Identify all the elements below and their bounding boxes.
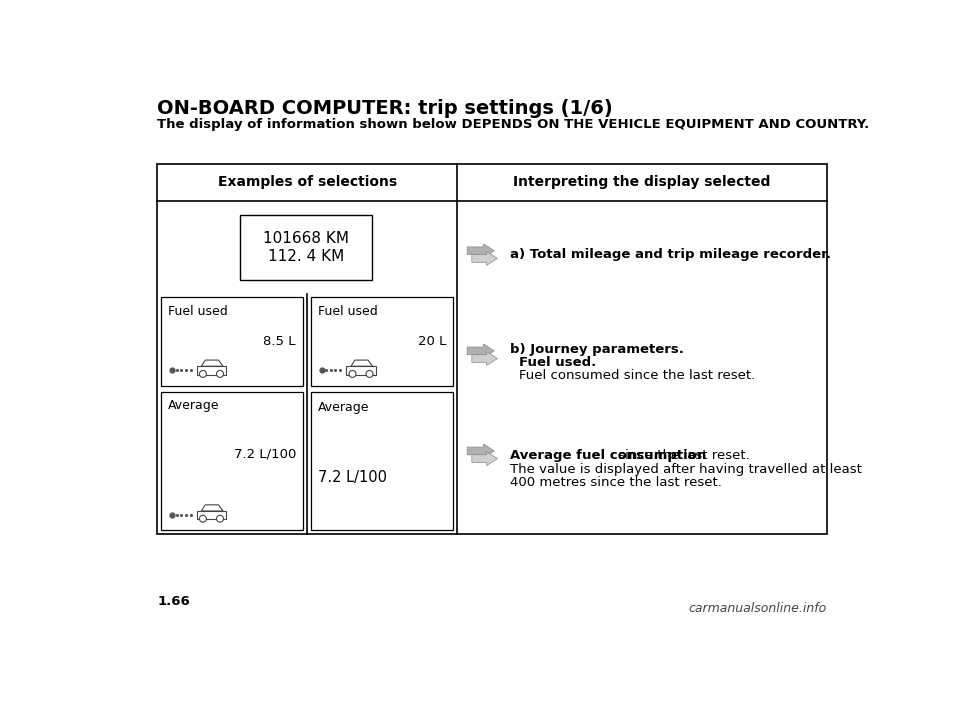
Bar — [311, 297, 453, 386]
Text: 20 L: 20 L — [418, 334, 446, 348]
Text: The value is displayed after having travelled at least: The value is displayed after having trav… — [510, 463, 862, 476]
Bar — [157, 164, 827, 534]
FancyArrow shape — [468, 344, 494, 358]
Circle shape — [349, 371, 356, 378]
Text: 7.2 L/100: 7.2 L/100 — [318, 470, 387, 485]
Circle shape — [366, 371, 373, 378]
Text: Interpreting the display selected: Interpreting the display selected — [514, 175, 771, 190]
FancyArrow shape — [468, 444, 494, 458]
Text: The display of information shown below DEPENDS ON THE VEHICLE EQUIPMENT AND COUN: The display of information shown below D… — [157, 118, 870, 131]
Text: Fuel used: Fuel used — [168, 305, 228, 317]
Text: Examples of selections: Examples of selections — [218, 175, 396, 190]
Text: 7.2 L/100: 7.2 L/100 — [233, 447, 296, 461]
Text: ON-BOARD COMPUTER: trip settings (1/6): ON-BOARD COMPUTER: trip settings (1/6) — [157, 99, 612, 118]
Text: since the last reset.: since the last reset. — [614, 449, 750, 462]
Text: 400 metres since the last reset.: 400 metres since the last reset. — [510, 476, 722, 488]
Text: 8.5 L: 8.5 L — [263, 334, 296, 348]
Circle shape — [217, 371, 224, 378]
Text: 101668 KM: 101668 KM — [263, 231, 349, 246]
Text: 1.66: 1.66 — [157, 594, 190, 608]
Bar — [197, 366, 227, 375]
Text: Fuel consumed since the last reset.: Fuel consumed since the last reset. — [519, 369, 756, 382]
FancyArrow shape — [472, 351, 497, 366]
Text: 112. 4 KM: 112. 4 KM — [268, 249, 344, 264]
Circle shape — [217, 515, 224, 522]
Text: carmanualsonline.info: carmanualsonline.info — [688, 602, 827, 616]
Bar — [240, 214, 372, 280]
FancyArrow shape — [472, 452, 497, 466]
Circle shape — [200, 515, 206, 522]
Bar — [311, 392, 453, 530]
Circle shape — [200, 371, 206, 378]
Text: Average: Average — [318, 401, 370, 414]
Text: b) Journey parameters.: b) Journey parameters. — [510, 343, 684, 356]
Text: Average: Average — [168, 399, 220, 413]
Bar — [347, 366, 375, 375]
FancyArrow shape — [468, 244, 494, 258]
Bar — [197, 511, 227, 520]
Text: Fuel used.: Fuel used. — [519, 356, 596, 369]
Text: a) Total mileage and trip mileage recorder.: a) Total mileage and trip mileage record… — [510, 248, 830, 261]
FancyArrow shape — [472, 251, 497, 266]
Bar — [161, 297, 303, 386]
Bar — [161, 392, 303, 530]
Text: Fuel used: Fuel used — [318, 305, 377, 317]
Text: Average fuel consumption: Average fuel consumption — [510, 449, 707, 462]
